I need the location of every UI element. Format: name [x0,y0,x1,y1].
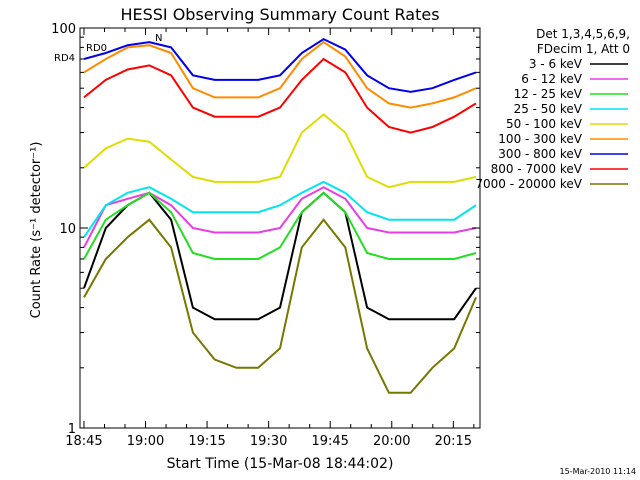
legend-header-line-1: Det 1,3,4,5,6,9, [536,27,630,41]
legend-label: 300 - 800 keV [498,147,582,161]
x-tick-label: 19:45 [311,434,348,449]
x-tick-label: 18:45 [65,434,102,449]
x-axis: 18:45 19:00 19:15 19:30 19:45 20:00 20:15 [65,28,475,449]
legend-label: 3 - 6 keV [529,57,583,71]
x-axis-label: Start Time (15-Mar-08 18:44:02) [167,456,394,472]
x-tick-label: 19:15 [188,434,225,449]
footer-timestamp: 15-Mar-2010 11:14 [560,467,637,476]
series-layer [83,37,477,394]
x-tick-label: 20:15 [435,434,472,449]
legend-header-line-2: FDecim 1, Att 0 [537,42,630,56]
series-line [83,191,477,260]
x-tick-label: 19:00 [127,434,164,449]
annotation-rd4: RD4 [54,53,75,64]
annotation-n: N [155,33,162,44]
legend-label: 50 - 100 keV [506,117,583,131]
legend-label: 25 - 50 keV [514,102,583,116]
y-axis-label: Count Rate (s⁻¹ detector⁻¹) [29,142,44,319]
legend-label: 12 - 25 keV [514,87,583,101]
series-line [83,57,477,134]
y-tick-label: 100 [51,22,76,37]
series-line [83,180,477,238]
series-line [83,37,477,93]
legend-label: 6 - 12 keV [521,72,583,86]
x-tick-label: 19:30 [250,434,287,449]
series-line [83,40,477,109]
annotation-rd0: RD0 [86,43,107,54]
x-tick-label: 20:00 [373,434,410,449]
legend-label: 7000 - 20000 keV [475,177,582,191]
series-line [83,113,477,189]
y-axis: 1 10 100 [51,22,480,437]
series-line [83,218,477,394]
legend-label: 100 - 300 keV [498,132,582,146]
y-tick-label: 10 [59,222,76,237]
chart-title: HESSI Observing Summary Count Rates [120,5,439,24]
y-tick-label: 1 [68,422,76,437]
legend-label: 800 - 7000 keV [491,162,583,176]
series-line [83,191,477,321]
